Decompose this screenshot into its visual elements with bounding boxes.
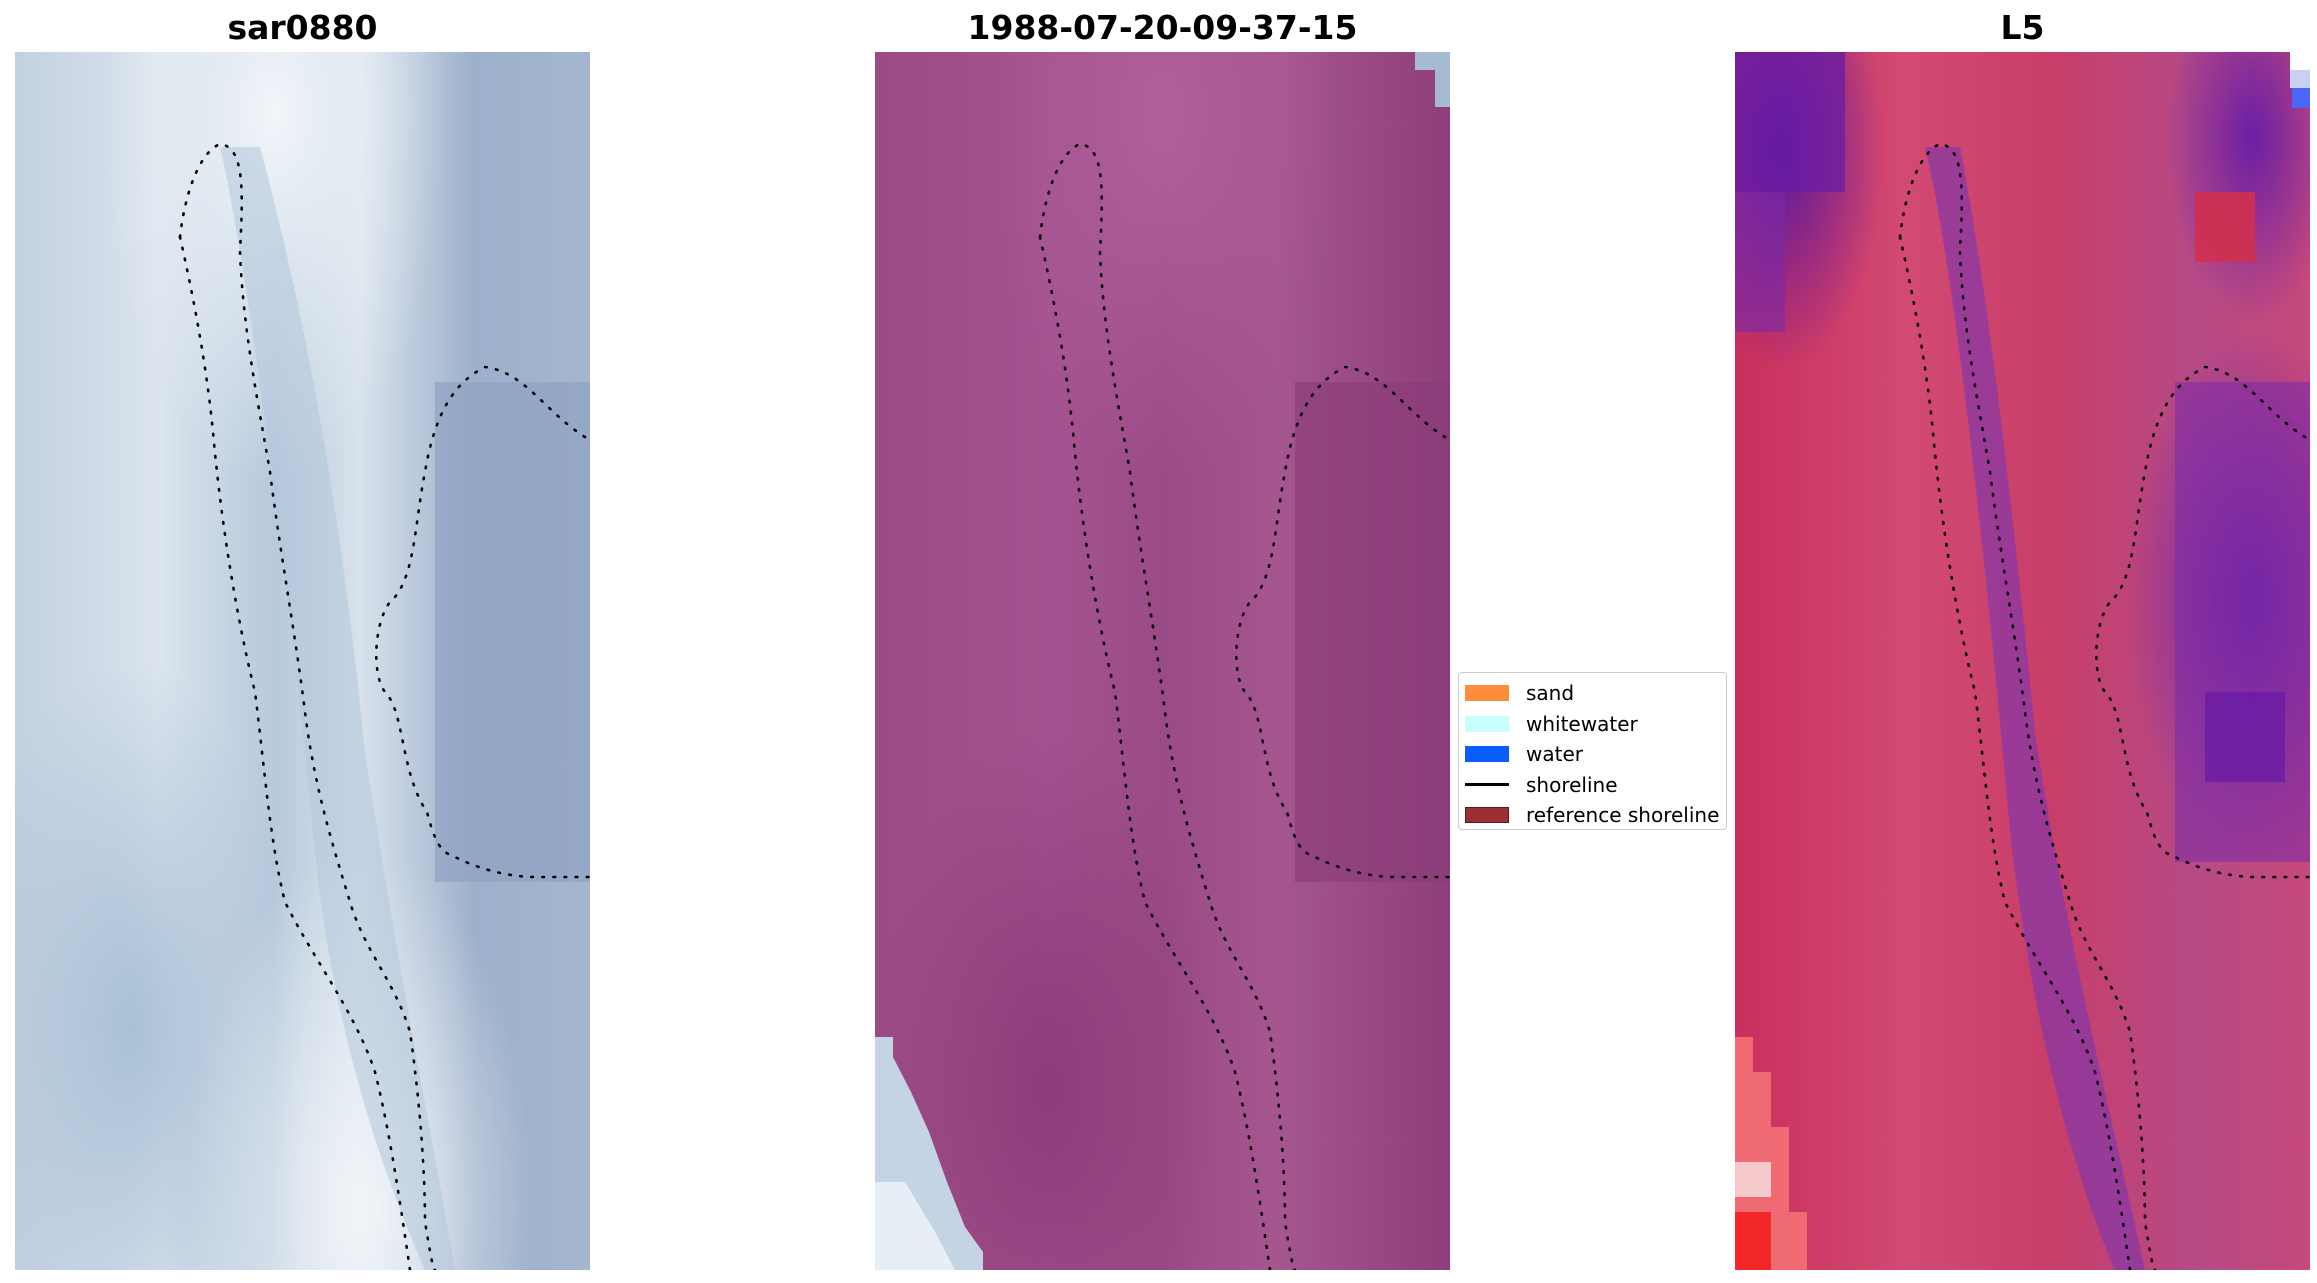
rgb-image: [15, 52, 590, 1270]
legend-label: shoreline: [1526, 772, 1618, 797]
legend-item-whitewater: whitewater: [1459, 709, 1726, 740]
panel-title-rgb: sar0880: [227, 8, 378, 47]
legend-label: sand: [1526, 681, 1575, 706]
reference-shoreline-swatch: [1465, 807, 1509, 824]
water-swatch: [1465, 746, 1509, 763]
classified-image: [875, 52, 1450, 1270]
rgb-image-panel: [15, 52, 590, 1270]
classified-image-panel: [875, 52, 1450, 1270]
panel-title-classified: 1988-07-20-09-37-15: [967, 8, 1358, 47]
index-image: [1735, 52, 2310, 1270]
shoreline-dots: [178, 142, 590, 1270]
index-image-panel: [1735, 52, 2310, 1270]
legend-item-water: water: [1459, 739, 1726, 770]
shoreline-line-swatch: [1465, 783, 1509, 787]
sand-swatch: [1465, 685, 1509, 702]
legend-label: whitewater: [1526, 711, 1638, 736]
legend-item-shoreline: shoreline: [1459, 770, 1726, 801]
legend-item-reference-shoreline: reference shoreline: [1459, 800, 1726, 831]
legend-item-sand: sand: [1459, 678, 1726, 709]
panel-title-index: L5: [2000, 8, 2045, 47]
legend-label: reference shoreline: [1526, 803, 1720, 828]
shoreline-dots: [1898, 142, 2310, 1270]
whitewater-swatch: [1465, 715, 1509, 732]
legend: sand whitewater water shoreline referenc…: [1458, 672, 1727, 830]
legend-label: water: [1526, 742, 1583, 767]
shoreline-dots: [1038, 142, 1450, 1270]
